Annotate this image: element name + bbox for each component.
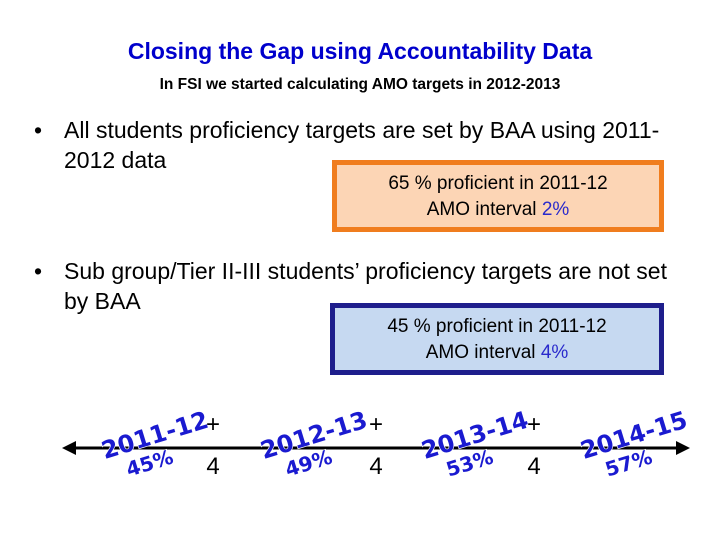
bullet-dot-icon: •	[34, 258, 43, 284]
arrow-right-icon	[676, 441, 690, 455]
interval-label: AMO interval	[425, 342, 541, 363]
box-interval-line: AMO interval 4%	[335, 340, 659, 366]
all-students-target-box: 65 % proficient in 2011-12 AMO interval …	[332, 160, 664, 232]
step-plus-sign: +	[206, 411, 220, 438]
arrow-left-icon	[62, 441, 76, 455]
stage-2013-14: 2013-14 53%	[417, 405, 532, 482]
interval-value: 4%	[540, 342, 569, 363]
page-subtitle: In FSI we started calculating AMO target…	[159, 76, 561, 93]
stage-2012-13: 2012-13 49%	[256, 405, 371, 482]
interval-label: AMO interval	[426, 199, 542, 220]
subgroup-target-box: 45 % proficient in 2011-12 AMO interval …	[330, 303, 664, 375]
stage-2011-12: 2011-12 45%	[97, 405, 212, 482]
page-title: Closing the Gap using Accountability Dat…	[127, 38, 593, 64]
box-interval-line: AMO interval 2%	[337, 197, 659, 223]
step-value: 4	[369, 453, 382, 480]
step-plus-sign: +	[527, 411, 541, 438]
bullet-text: Sub group/Tier II-III students’ proficie…	[64, 258, 667, 314]
step-plus-sign: +	[369, 411, 383, 438]
bullet-dot-icon: •	[34, 117, 43, 143]
box-proficiency-line: 45 % proficient in 2011-12	[387, 316, 607, 337]
step-value: 4	[206, 453, 219, 480]
bullet-text: All students proficiency targets are set…	[64, 117, 660, 173]
box-proficiency-line: 65 % proficient in 2011-12	[388, 173, 608, 194]
interval-value: 2%	[541, 199, 570, 220]
step-value: 4	[527, 453, 540, 480]
